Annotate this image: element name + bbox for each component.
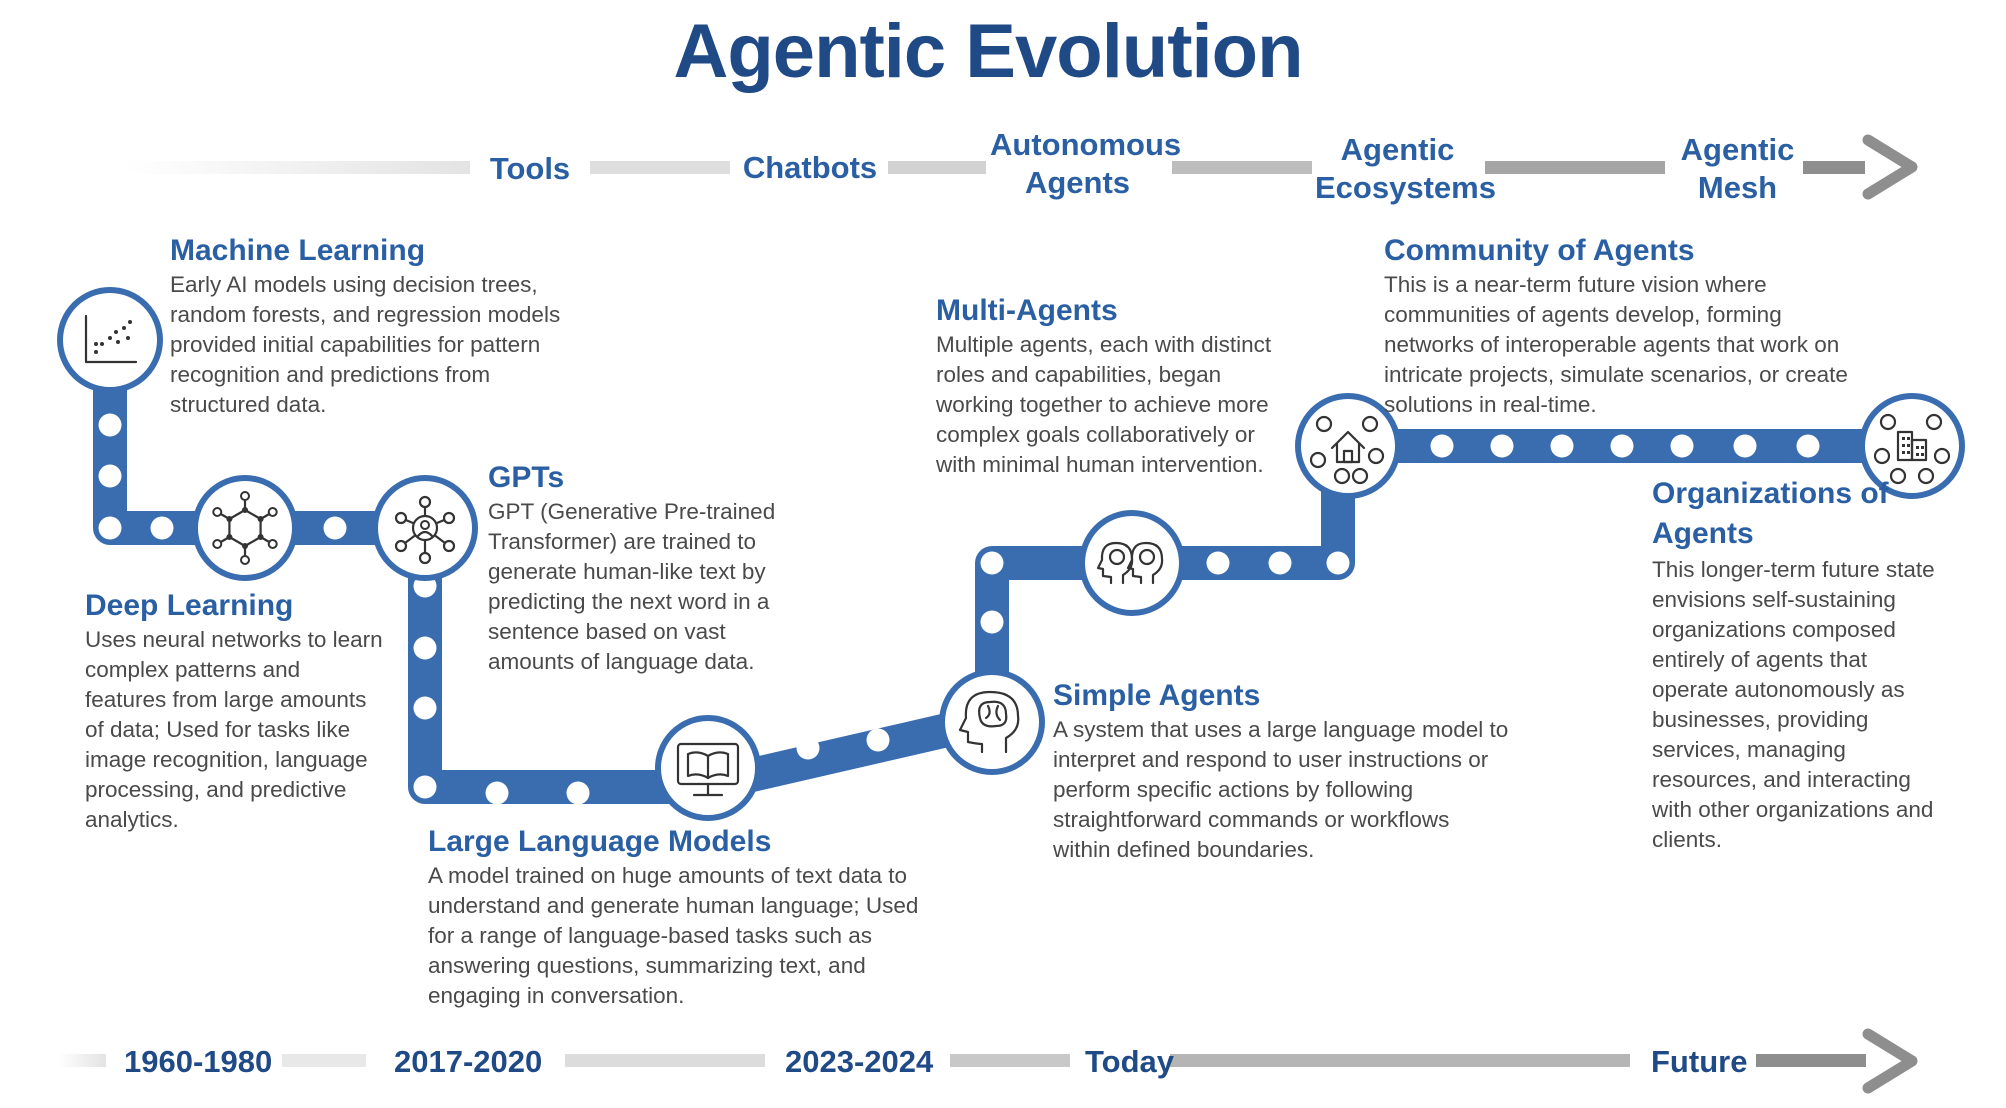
year-label: 2023-2024 <box>785 1044 934 1079</box>
organization-building-icon <box>1873 413 1951 485</box>
milestone-heading-gpts: GPTs <box>488 461 565 494</box>
milestone-heading-simple-agents: Simple Agents <box>1053 679 1261 712</box>
scatter-plot-icon <box>84 314 138 364</box>
stage-label-agentic-mesh: Agentic Mesh <box>1680 132 1795 205</box>
path-dot <box>980 610 1004 634</box>
brain-head-icon <box>958 690 1020 754</box>
path-dot <box>1268 551 1292 575</box>
year-band-segment <box>565 1054 765 1067</box>
stage-label-agentic-ecosystems: Agentic Ecosystems <box>1315 132 1496 205</box>
year-band-segment <box>282 1054 366 1067</box>
band-segment <box>590 161 730 174</box>
milestone-heading-community-of-agents: Community of Agents <box>1384 234 1695 267</box>
band-segment <box>1485 161 1665 174</box>
path-dot <box>1796 434 1820 458</box>
milestone-node <box>655 715 761 821</box>
stage-arrow-head <box>1862 134 1918 200</box>
network-person-icon <box>394 495 456 565</box>
milestone-description-deep-learning: Uses neural networks to learn complex pa… <box>85 627 383 832</box>
path-dot <box>566 781 590 805</box>
year-label: 1960-1980 <box>124 1044 273 1079</box>
path-dot <box>866 728 890 752</box>
band-segment <box>888 161 986 174</box>
path-dot <box>1670 434 1694 458</box>
path-dot <box>1610 434 1634 458</box>
stage-label-tools: Tools <box>489 151 571 186</box>
two-brain-heads-icon <box>1096 541 1164 585</box>
milestone-description-simple-agents: A system that uses a large language mode… <box>1053 717 1509 862</box>
path-dot <box>98 464 122 488</box>
milestone-heading-deep-learning: Deep Learning <box>85 589 294 622</box>
band-segment <box>1803 161 1865 174</box>
path-dot <box>485 781 509 805</box>
year-band-segment <box>1756 1054 1866 1067</box>
neural-network-icon <box>212 491 278 565</box>
milestone-node <box>939 669 1045 775</box>
path-dot <box>98 516 122 540</box>
path-dot <box>150 516 174 540</box>
milestone-node <box>57 287 163 393</box>
year-label: 2017-2020 <box>394 1044 543 1079</box>
path-nodes <box>57 287 1965 821</box>
path-dot <box>796 736 820 760</box>
milestone-node <box>1859 393 1965 499</box>
year-band-segment <box>950 1054 1070 1067</box>
path-dot <box>1550 434 1574 458</box>
band-segment <box>125 161 470 174</box>
year-label: Future <box>1651 1044 1748 1079</box>
milestone-node <box>192 475 298 581</box>
milestone-description-machine-learning: Early AI models using decision trees, ra… <box>170 272 561 417</box>
path-dot <box>413 775 437 799</box>
path-dot <box>413 696 437 720</box>
page-title: Agentic Evolution <box>673 9 1304 94</box>
year-band-segment <box>58 1054 106 1067</box>
milestone-node <box>1295 393 1401 499</box>
milestone-heading-large-language-models: Large Language Models <box>428 825 772 858</box>
year-label: Today <box>1085 1044 1174 1079</box>
stage-label-autonomous-agents: Autonomous Agents <box>990 127 1182 200</box>
community-house-icon <box>1309 415 1385 485</box>
year-band-segment <box>1170 1054 1630 1067</box>
path-dot <box>98 413 122 437</box>
milestone-description-large-language-models: A model trained on huge amounts of text … <box>428 863 919 1008</box>
milestone-description-organizations-of-agents: This longer-term future state envisions … <box>1652 557 1935 852</box>
milestone-heading-organizations-of-agents: Organizations of Agents <box>1652 477 1889 550</box>
path-dot <box>980 551 1004 575</box>
milestone-node <box>372 475 478 581</box>
band-segment <box>1172 161 1312 174</box>
milestone-heading-machine-learning: Machine Learning <box>170 234 426 267</box>
path-dot <box>1326 551 1350 575</box>
path-dot <box>323 516 347 540</box>
stage-label-chatbots: Chatbots <box>742 150 878 185</box>
milestone-description-multi-agents: Multiple agents, each with distinct role… <box>936 332 1272 477</box>
path-dots <box>98 413 1820 805</box>
path-dot <box>1206 551 1230 575</box>
milestone-heading-multi-agents: Multi-Agents <box>936 294 1118 327</box>
path-dot <box>1733 434 1757 458</box>
path-dot <box>413 636 437 660</box>
book-monitor-icon <box>676 742 740 797</box>
milestone-description-community-of-agents: This is a near-term future vision where … <box>1384 272 1848 417</box>
year-arrow-head <box>1862 1028 1918 1094</box>
path-dot <box>1430 434 1454 458</box>
milestone-description-gpts: GPT (Generative Pre-trained Transformer)… <box>488 499 776 674</box>
milestone-node <box>1079 510 1185 616</box>
path-dot <box>1490 434 1514 458</box>
